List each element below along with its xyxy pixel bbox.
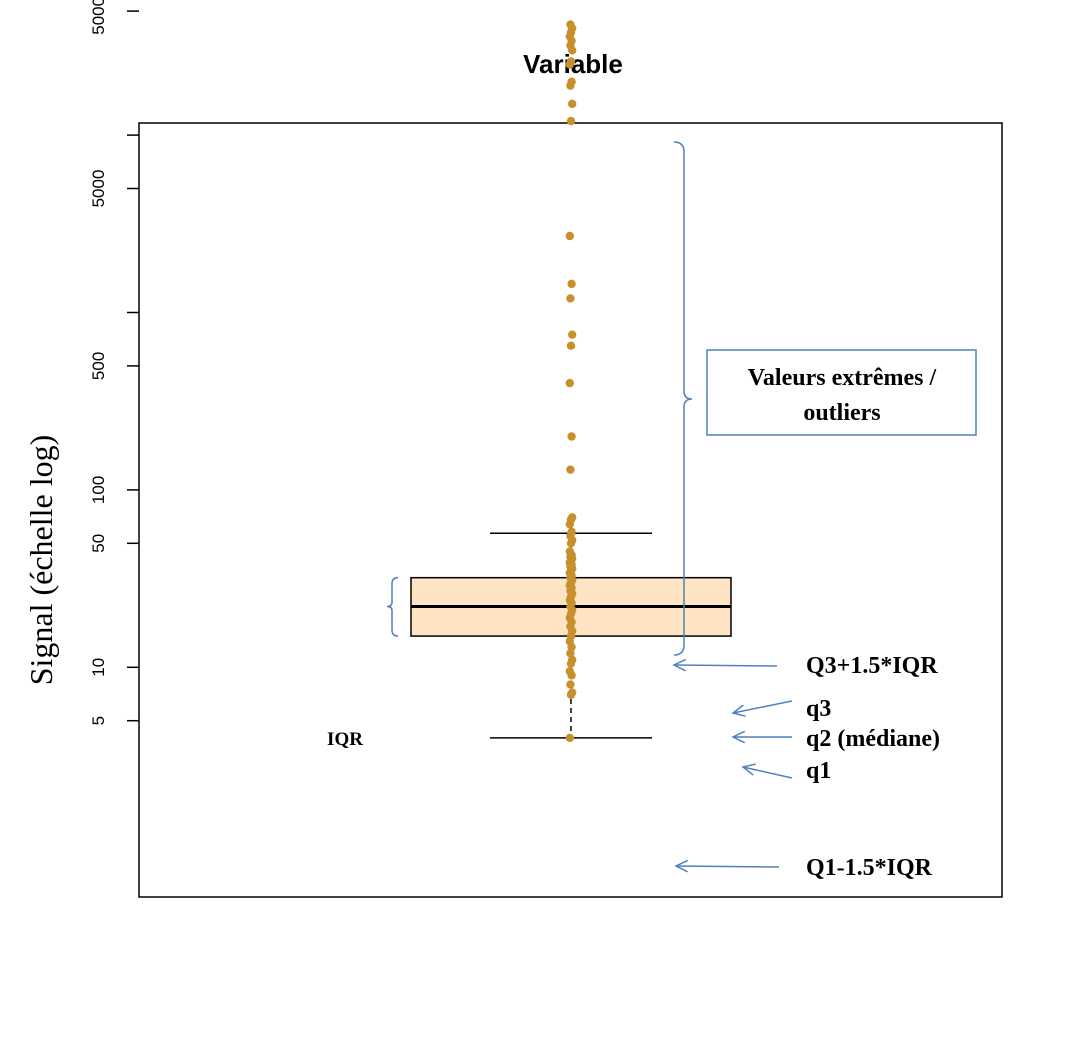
annotations: Valeurs extrêmes / outliers Q3+1.5*IQR q3 q2… — [327, 141, 977, 881]
data-point — [567, 432, 576, 441]
data-point — [567, 279, 576, 289]
data-point — [568, 655, 577, 665]
data-point — [565, 547, 574, 556]
q2-label: q2 (médiane) — [806, 726, 940, 752]
upper-whisker-arrow — [673, 664, 778, 667]
data-point — [567, 527, 576, 537]
y-tick-label: 5000 — [89, 170, 108, 208]
outliers-label-box — [706, 349, 977, 436]
q3-arrow — [732, 700, 793, 714]
q2-arrow-head — [731, 730, 746, 744]
q1-label: q1 — [806, 758, 831, 784]
data-point — [566, 294, 575, 303]
lower-whisker-arrow — [675, 865, 780, 868]
data-point — [568, 330, 577, 339]
data-point — [566, 341, 576, 350]
outliers-brace — [673, 141, 693, 656]
data-point — [565, 231, 574, 241]
data-point — [566, 57, 576, 66]
lower-whisker-arrow-head — [674, 859, 689, 873]
y-tick-label: 5 — [89, 716, 108, 725]
q3-arrow-head — [731, 704, 746, 717]
iqr-bracket — [386, 576, 399, 637]
upper-whisker-arrow-head — [672, 658, 687, 672]
data-point — [567, 77, 576, 86]
data-point — [568, 513, 577, 522]
q1-arrow-head — [741, 763, 756, 776]
q3-label: q3 — [806, 696, 831, 722]
outliers-label-line2: outliers — [803, 400, 880, 426]
data-point — [566, 680, 575, 689]
data-point — [566, 116, 576, 126]
lower-whisker-label: Q1-1.5*IQR — [806, 855, 933, 881]
y-tick-label: 100 — [89, 476, 108, 504]
data-point — [566, 20, 575, 29]
y-tick-label: 500 — [89, 352, 108, 380]
iqr-label: IQR — [327, 729, 363, 750]
outliers-label-line1: Valeurs extrêmes / — [748, 365, 937, 391]
upper-whisker-label: Q3+1.5*IQR — [806, 653, 938, 679]
data-point — [565, 667, 574, 676]
data-point — [565, 378, 574, 388]
q1-arrow — [742, 766, 793, 779]
data-points — [565, 20, 577, 743]
y-axis: 5 10 50 100 500 5000 50000 — [89, 0, 139, 725]
y-tick-label: 50000 — [89, 0, 108, 35]
y-tick-label: 10 — [89, 658, 108, 677]
y-tick-label: 50 — [89, 534, 108, 553]
data-point — [568, 99, 577, 109]
data-point — [566, 465, 575, 474]
y-axis-label: Signal (échelle log) — [23, 435, 59, 686]
data-point — [565, 733, 574, 743]
data-point — [568, 688, 577, 697]
